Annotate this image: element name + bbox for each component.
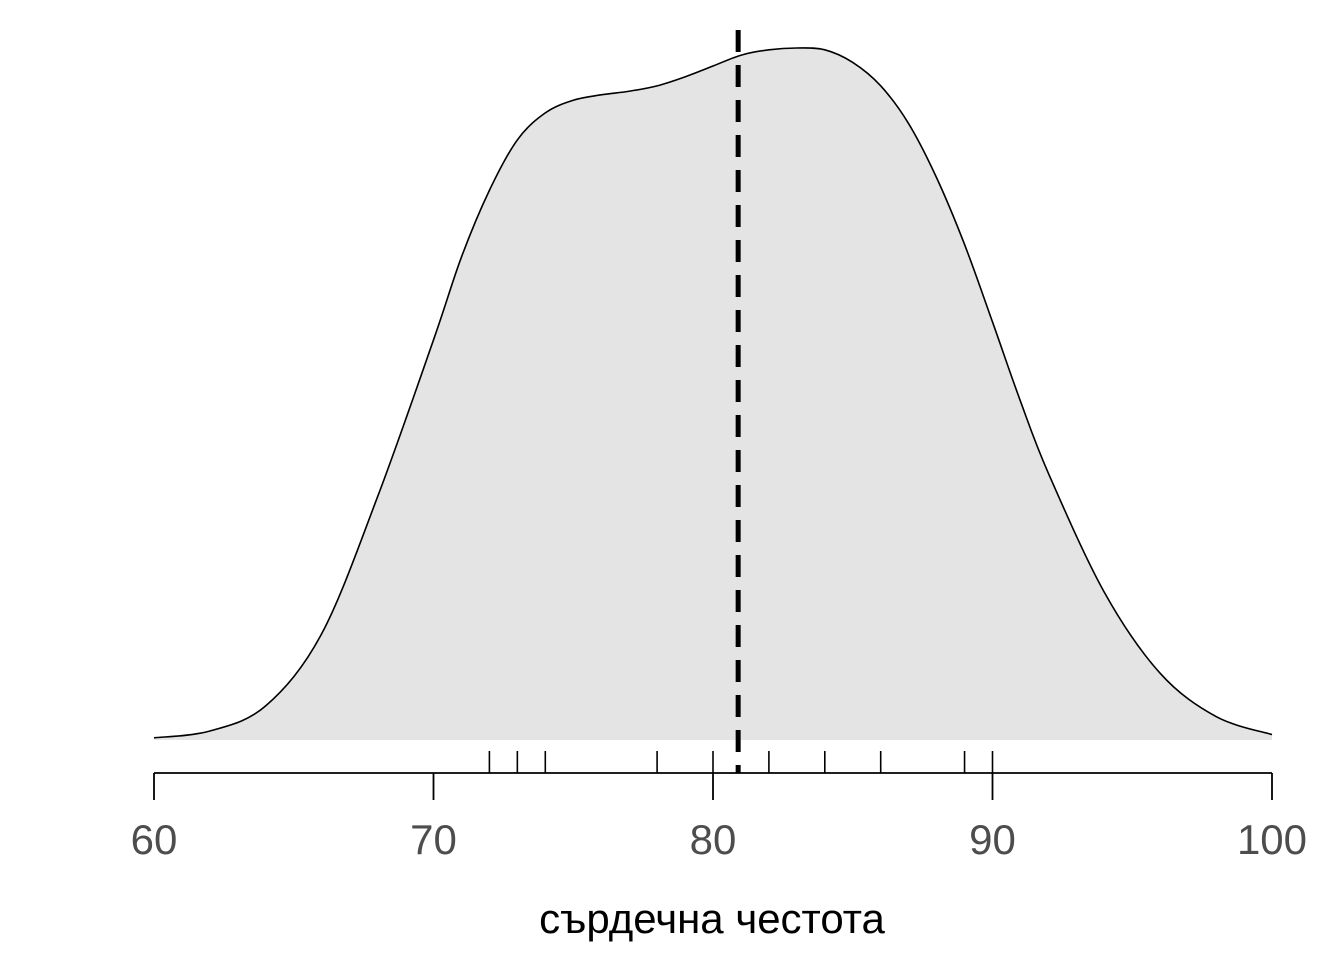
x-tick-label: 100 <box>1237 816 1307 863</box>
x-axis-title: сърдечна честота <box>539 895 885 942</box>
density-curve <box>153 47 1273 739</box>
x-tick-label: 60 <box>131 816 178 863</box>
x-tick-label: 70 <box>410 816 457 863</box>
x-axis: 60 70 80 90 100 <box>131 772 1307 863</box>
rug-marks <box>488 751 994 773</box>
density-area <box>154 47 1272 740</box>
x-tick-label: 80 <box>690 816 737 863</box>
x-tick-label: 90 <box>969 816 1016 863</box>
